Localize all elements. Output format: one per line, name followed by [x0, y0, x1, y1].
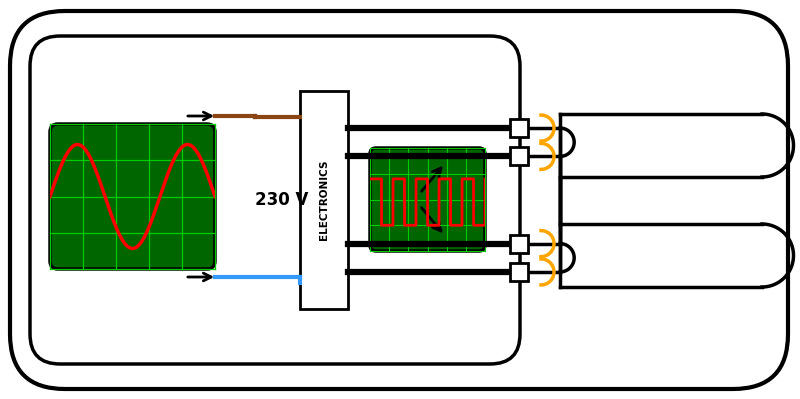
FancyBboxPatch shape — [50, 124, 215, 269]
FancyBboxPatch shape — [30, 36, 520, 364]
Text: 230 V: 230 V — [255, 191, 308, 209]
FancyBboxPatch shape — [10, 11, 788, 389]
Bar — [510, 147, 528, 166]
Text: ELECTRONICS: ELECTRONICS — [319, 160, 329, 240]
FancyBboxPatch shape — [370, 148, 485, 251]
Bar — [510, 263, 528, 281]
Bar — [300, 91, 348, 309]
Bar — [510, 119, 528, 137]
Bar — [510, 235, 528, 253]
